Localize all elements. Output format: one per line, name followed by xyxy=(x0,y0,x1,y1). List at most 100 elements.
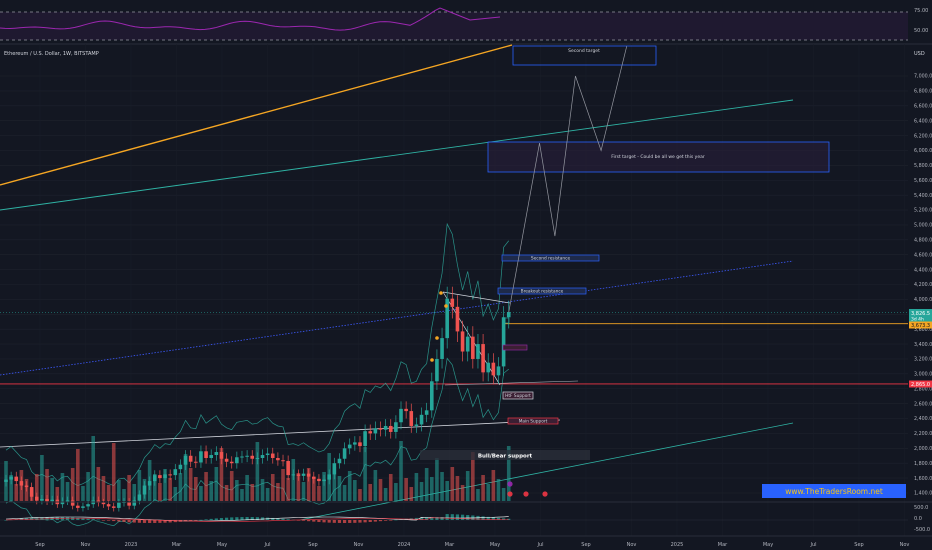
volume-bar xyxy=(132,484,137,501)
osc-bar xyxy=(440,517,444,520)
volume-bar xyxy=(34,474,39,501)
orange-level-value: 3,673.3 xyxy=(911,323,930,329)
volume-bar xyxy=(219,448,224,501)
watermark-background xyxy=(762,484,906,498)
volume-bar xyxy=(312,477,316,501)
volume-bar xyxy=(240,489,244,501)
volume-bar xyxy=(235,480,239,501)
main-support-box xyxy=(507,417,559,425)
price-axis-label: 3,000.0 xyxy=(914,372,932,378)
osc-bar xyxy=(481,516,485,520)
volume-bar xyxy=(199,486,203,501)
candle-body xyxy=(250,455,255,459)
candle-body xyxy=(147,481,152,486)
price-axis-label: 3,400.0 xyxy=(914,342,932,348)
current-price-value: 3,826.5 xyxy=(911,311,930,317)
osc-axis-label-neg500: -500.0 xyxy=(914,527,930,533)
volume-bar xyxy=(358,489,362,501)
price-axis-label: 1,800.0 xyxy=(914,461,932,467)
support-ray xyxy=(444,380,579,386)
first-target-label: First target - Could be all we get this … xyxy=(611,154,705,160)
candle-body xyxy=(388,425,393,432)
watermark-text[interactable]: www.TheTradersRoom.net xyxy=(785,487,883,496)
candle-body xyxy=(188,455,193,462)
current-price-tag xyxy=(909,309,932,322)
teal-upper-trendline xyxy=(0,99,794,211)
time-axis-label: Jul xyxy=(263,542,270,548)
osc-bar xyxy=(435,517,439,520)
watermark-banner[interactable]: www.TheTradersRoom.net xyxy=(762,484,906,498)
marker-box xyxy=(502,344,528,351)
annotation-zones: Second target First target - Could be all… xyxy=(420,45,830,497)
candle-body xyxy=(245,455,249,457)
candle-body xyxy=(224,458,229,462)
candle-body xyxy=(404,408,408,412)
price-axis-label: 4,800.0 xyxy=(914,238,932,244)
candle-body xyxy=(34,496,39,501)
candle-body xyxy=(465,336,470,352)
volume-bar xyxy=(491,470,496,501)
osc-bar xyxy=(209,518,213,520)
red-level-tag xyxy=(909,380,932,388)
time-axis-label: Sep xyxy=(35,542,44,548)
event-icon[interactable] xyxy=(507,481,513,487)
candle-body xyxy=(347,444,352,449)
osc-bar xyxy=(163,520,167,523)
price-axis[interactable]: 7,000.0 6,800.0 6,600.0 6,400.0 6,200.0 6,000… xyxy=(914,74,932,497)
candle-body xyxy=(460,331,465,352)
candle-body xyxy=(9,476,13,480)
time-axis[interactable]: Sep Nov 2023 Mar May Jul Sep Nov 2024 Mar May Jul Se… xyxy=(35,542,909,548)
event-icon[interactable] xyxy=(523,491,529,497)
bull-bear-label: Bull/Bear support xyxy=(478,454,533,460)
time-axis-label: Nov xyxy=(354,542,364,548)
volume-bar xyxy=(337,476,342,501)
candle-body xyxy=(286,460,290,476)
price-axis-label: 2,200.0 xyxy=(914,431,932,437)
candle-body xyxy=(368,431,373,434)
candle-body xyxy=(199,451,203,463)
event-icon[interactable] xyxy=(542,491,548,497)
osc-bar xyxy=(101,520,106,521)
osc-bar xyxy=(91,519,95,520)
candle-body xyxy=(363,431,367,447)
price-axis-label: 6,200.0 xyxy=(914,133,932,139)
signal-dot xyxy=(439,291,443,295)
candle-body xyxy=(455,306,460,332)
osc-bar xyxy=(455,514,460,520)
candle-body xyxy=(270,453,275,459)
osc-bar xyxy=(250,517,254,520)
candle-body xyxy=(296,474,301,476)
candle-body xyxy=(111,506,116,508)
volume-bar xyxy=(137,470,142,501)
osc-bar xyxy=(491,517,495,520)
osc-axis-label-500: 500.0 xyxy=(914,505,928,511)
volume-bar xyxy=(368,484,373,501)
volume-bar xyxy=(117,480,121,501)
osc-bar xyxy=(327,520,331,523)
volume-bar xyxy=(265,488,270,501)
candle-body xyxy=(506,312,511,318)
osc-bar xyxy=(337,520,342,523)
osc-bar xyxy=(4,520,8,521)
candle-body xyxy=(29,487,34,497)
candle-body xyxy=(353,442,357,445)
osc-bar xyxy=(112,520,116,522)
volume-bar xyxy=(322,472,326,501)
volume-bar xyxy=(486,484,491,501)
candle-body xyxy=(496,366,501,376)
candle-body xyxy=(60,501,65,505)
bull-bear-zone xyxy=(420,450,590,460)
price-axis-label: 6,000.0 xyxy=(914,148,932,154)
time-axis-label: Nov xyxy=(627,542,637,548)
osc-axis-label-0: 0.0 xyxy=(914,516,922,522)
volume-bar xyxy=(60,473,65,501)
osc-bar xyxy=(312,520,316,522)
volume-bar xyxy=(388,474,393,501)
price-pane: Second target First target - Could be all… xyxy=(0,44,908,536)
price-axis-label: 2,800.0 xyxy=(914,386,932,392)
volume-bar xyxy=(70,468,75,501)
oscillator-pane: 500.0 0.0 -500.0 xyxy=(0,505,930,533)
osc-line-fast xyxy=(5,516,509,522)
event-icon[interactable] xyxy=(507,491,513,497)
